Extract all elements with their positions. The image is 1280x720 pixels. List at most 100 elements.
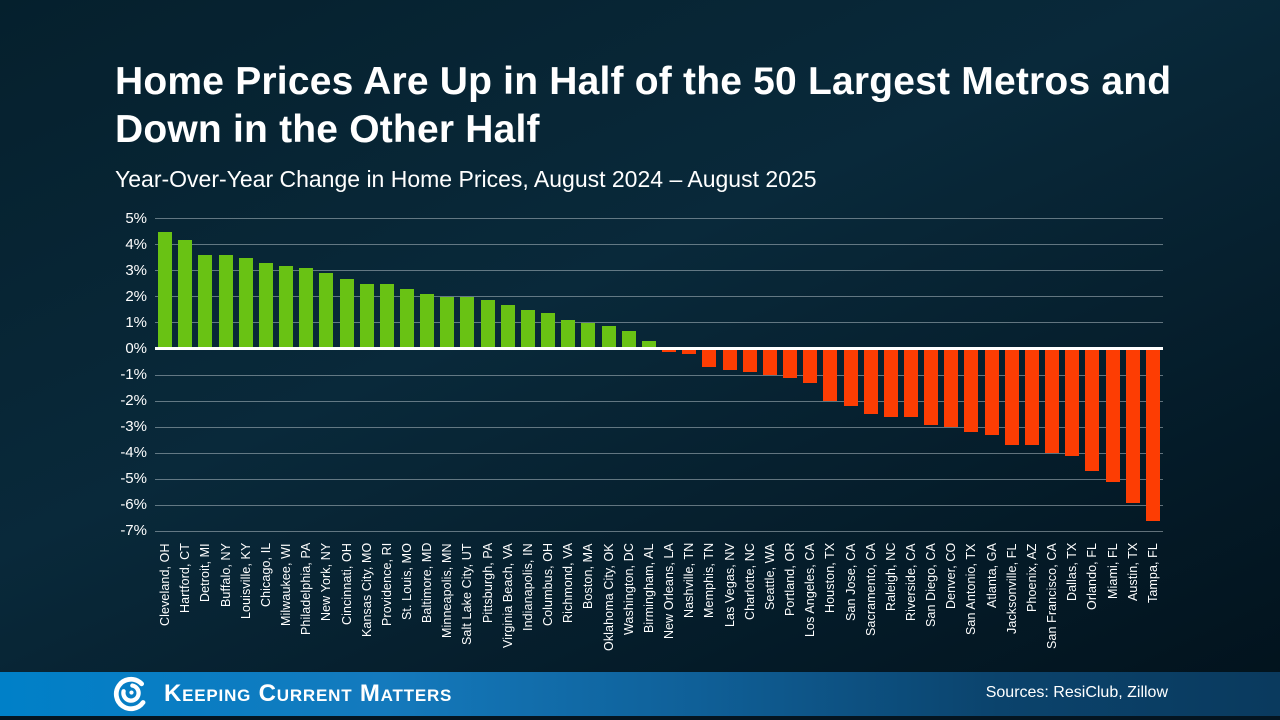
x-axis-label: Jacksonville, FL — [1004, 543, 1019, 634]
gridline — [155, 530, 1163, 532]
bar-san-antonio-tx — [964, 349, 979, 433]
bar-detroit-mi — [198, 255, 213, 349]
bar-hartford-ct — [178, 239, 193, 349]
bar-st-louis-mo — [400, 289, 414, 349]
bar-riverside-ca — [904, 349, 918, 417]
bar-salt-lake-city-ut — [460, 296, 475, 349]
x-axis-label: St. Louis, MO — [400, 543, 414, 621]
y-axis-tick-label: -5% — [120, 470, 147, 488]
x-axis-label: Virginia Beach, VA — [500, 543, 515, 648]
x-axis-label: Phoenix, AZ — [1024, 543, 1039, 612]
bar-philadelphia-pa — [299, 268, 314, 349]
bar-san-jose-ca — [843, 349, 858, 407]
x-axis-label: Cleveland, OH — [158, 543, 173, 626]
gridline — [155, 374, 1163, 376]
x-axis-label: Providence, RI — [379, 543, 394, 627]
x-axis-label: Richmond, VA — [561, 543, 576, 624]
y-axis-tick-label: -2% — [120, 392, 147, 410]
x-axis-label: Washington, DC — [621, 543, 636, 635]
bar-providence-ri — [379, 283, 394, 349]
bar-boston-ma — [581, 322, 596, 349]
x-axis-label: Tampa, FL — [1145, 543, 1160, 603]
bar-columbus-oh — [541, 312, 556, 349]
x-axis-label: Cincinnati, OH — [339, 543, 354, 625]
x-axis-label: Salt Lake City, UT — [460, 543, 475, 645]
brand-name: Keeping Current Matters — [164, 680, 453, 707]
bar-san-francisco-ca — [1045, 349, 1060, 454]
x-axis-label: San Francisco, CA — [1045, 543, 1060, 649]
bar-seattle-wa — [762, 349, 777, 376]
gridline — [155, 270, 1163, 272]
bar-baltimore-md — [420, 294, 435, 349]
x-axis-label: Dallas, TX — [1065, 543, 1080, 602]
bar-las-vegas-nv — [722, 349, 737, 370]
bar-raleigh-nc — [883, 349, 898, 417]
x-axis-label: Hartford, CT — [178, 543, 193, 613]
footer-bottom-strip — [0, 716, 1280, 720]
x-axis-label: Atlanta, GA — [984, 543, 999, 609]
x-axis-label: Chicago, IL — [258, 543, 273, 608]
bar-memphis-tn — [702, 349, 717, 368]
x-axis-label: Buffalo, NY — [218, 543, 233, 608]
bar-minneapolis-mn — [440, 296, 455, 349]
x-axis-label: Pittsburgh, PA — [480, 543, 495, 624]
gridline — [155, 504, 1163, 506]
x-axis-label: Louisville, KY — [238, 543, 253, 620]
x-axis-label: Orlando, FL — [1085, 543, 1100, 611]
bar-milwaukee-wi — [279, 265, 294, 349]
bar-oklahoma-city-ok — [601, 325, 616, 349]
bar-sacramento-ca — [863, 349, 878, 415]
sources-text: Sources: ResiClub, Zillow — [985, 684, 1168, 701]
bar-san-diego-ca — [924, 349, 939, 425]
x-axis-label: Denver, CO — [944, 543, 959, 610]
x-axis-label: Indianapolis, IN — [520, 543, 535, 631]
x-axis-label: Boston, MA — [581, 543, 596, 609]
gridline — [155, 218, 1163, 220]
x-axis-label: Minneapolis, MN — [440, 543, 455, 638]
y-axis-tick-label: 2% — [125, 287, 147, 305]
bar-cleveland-oh — [158, 231, 173, 349]
gridline — [155, 452, 1163, 454]
bar-tampa-fl — [1145, 349, 1160, 521]
kcm-swirl-logo-icon — [113, 676, 149, 712]
gridline — [155, 426, 1163, 428]
x-axis-label: Milwaukee, WI — [279, 543, 294, 626]
y-axis-tick-label: -3% — [120, 418, 147, 436]
y-axis-tick-label: -7% — [120, 522, 147, 540]
bar-kansas-city-mo — [359, 283, 374, 349]
bar-new-orleans-la — [662, 349, 677, 352]
bar-phoenix-az — [1024, 349, 1039, 446]
bar-indianapolis-in — [520, 309, 535, 349]
gridline — [155, 296, 1163, 298]
bar-denver-co — [944, 349, 959, 428]
bar-atlanta-ga — [984, 349, 999, 435]
bar-louisville-ky — [238, 257, 253, 349]
bar-portland-or — [783, 349, 798, 378]
x-axis-label: Austin, TX — [1125, 543, 1140, 602]
y-axis-tick-label: 1% — [125, 313, 147, 331]
x-axis-label: Riverside, CA — [904, 543, 918, 621]
bar-washington-dc — [621, 330, 636, 349]
bar-virginia-beach-va — [500, 304, 515, 349]
y-axis-tick-label: -4% — [120, 444, 147, 462]
gridline — [155, 244, 1163, 246]
gridline — [155, 400, 1163, 402]
bar-dallas-tx — [1065, 349, 1080, 456]
bar-nashville-tn — [682, 349, 697, 355]
y-axis-tick-label: -1% — [120, 366, 147, 384]
bar-orlando-fl — [1085, 349, 1100, 472]
x-axis-label: Charlotte, NC — [742, 543, 757, 621]
brand: Keeping Current Matters — [112, 675, 452, 713]
zero-axis-line — [155, 347, 1163, 350]
x-axis-label: San Jose, CA — [843, 543, 858, 621]
x-axis-label: Detroit, MI — [198, 543, 213, 602]
bar-cincinnati-oh — [339, 278, 354, 349]
bar-richmond-va — [561, 320, 576, 349]
x-axis-label: Los Angeles, CA — [803, 543, 818, 637]
x-axis-label: Portland, OR — [783, 543, 798, 617]
y-axis-tick-label: 0% — [125, 340, 147, 357]
x-axis-label: New Orleans, LA — [662, 543, 677, 639]
x-axis-label: Las Vegas, NV — [722, 543, 737, 627]
bar-birmingham-al — [641, 341, 656, 349]
